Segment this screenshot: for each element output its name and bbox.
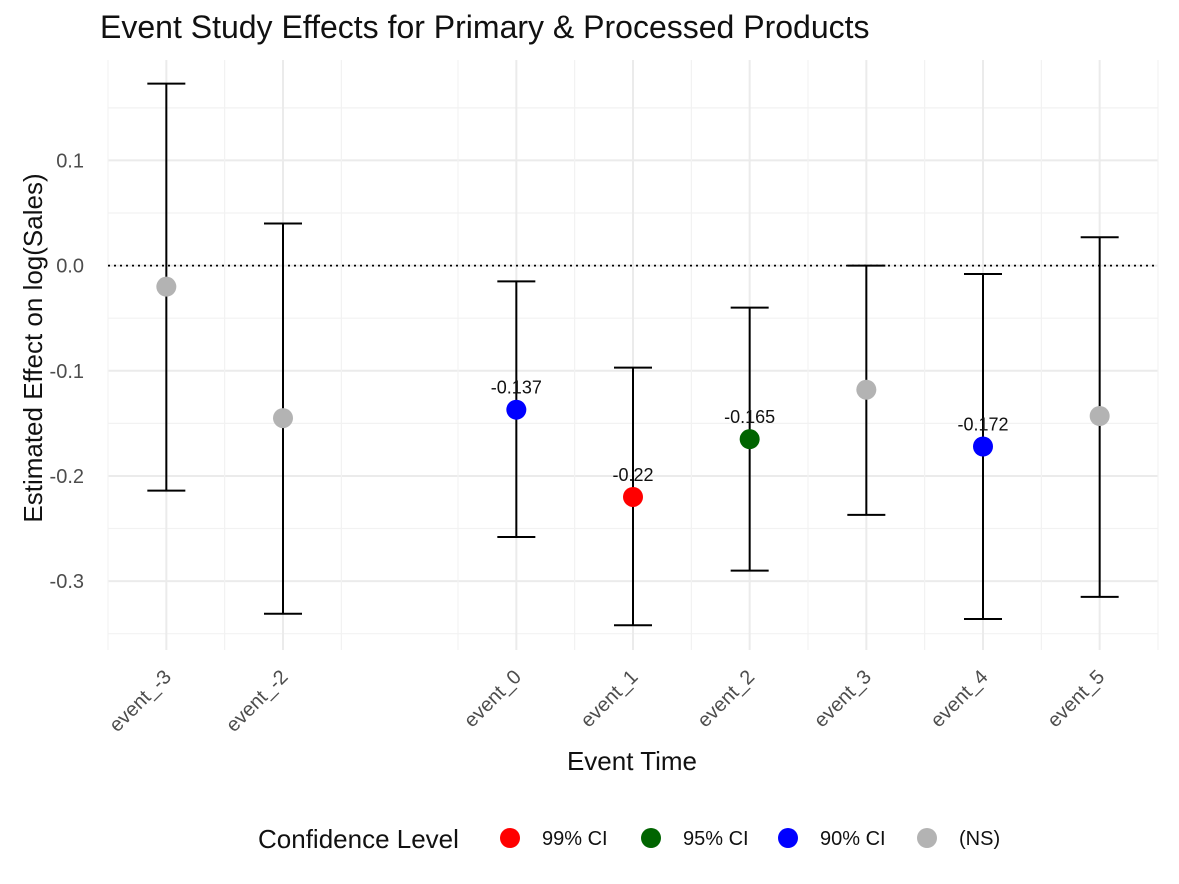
y-axis-title: Estimated Effect on log(Sales): [18, 173, 48, 522]
legend: Confidence Level 99% CI 95% CI 90% CI (NS): [258, 824, 1000, 854]
estimate-point: [739, 429, 760, 450]
legend-label: 90% CI: [820, 828, 886, 850]
estimate-point: [623, 486, 643, 507]
x-tick-label: event_4: [927, 666, 993, 732]
estimate-point: [856, 379, 877, 400]
x-tick-label: event_1: [577, 666, 643, 732]
data-label-layer: -0.137 -0.22 -0.165 -0.172: [491, 378, 1009, 485]
x-tick-label: event_5: [1043, 666, 1109, 732]
legend-swatch: [500, 828, 520, 848]
data-label: -0.137: [491, 378, 542, 398]
legend-label: (NS): [959, 828, 1000, 850]
chart-title: Event Study Effects for Primary & Proces…: [100, 9, 870, 45]
data-label: -0.172: [957, 414, 1008, 434]
y-tick-layer: -0.3 -0.2 -0.1 0.0 0.1: [50, 150, 84, 593]
legend-swatch: [778, 828, 798, 848]
y-tick-label: 0.1: [56, 150, 84, 172]
estimate-point: [506, 399, 527, 420]
legend-item: 95% CI: [641, 828, 749, 850]
legend-swatch: [917, 828, 937, 848]
y-tick-label: 0.0: [56, 256, 84, 278]
legend-item: 90% CI: [778, 828, 886, 850]
y-tick-label: -0.1: [50, 361, 84, 383]
x-tick-layer: event_-3 event_-2 event_0 event_1 event_2 eve…: [105, 666, 1109, 737]
legend-label: 99% CI: [542, 828, 608, 850]
legend-title: Confidence Level: [258, 824, 459, 854]
point-layer: [156, 276, 1110, 507]
x-tick-label: event_-2: [222, 666, 293, 737]
estimate-point: [156, 276, 177, 297]
legend-label: 95% CI: [683, 828, 749, 850]
x-axis-title: Event Time: [567, 746, 697, 776]
data-label: -0.22: [612, 465, 653, 485]
estimate-point: [273, 408, 293, 429]
y-tick-label: -0.3: [50, 571, 84, 593]
estimate-point: [973, 436, 993, 457]
legend-item: 99% CI: [500, 828, 608, 850]
x-tick-label: event_3: [810, 666, 876, 732]
legend-swatch: [641, 828, 661, 848]
y-tick-label: -0.2: [50, 466, 84, 488]
data-label: -0.165: [724, 407, 775, 427]
estimate-point: [1089, 405, 1110, 426]
x-tick-label: event_-3: [105, 666, 176, 737]
legend-item: (NS): [917, 828, 1000, 850]
legend-items: 99% CI 95% CI 90% CI (NS): [500, 828, 1000, 850]
x-tick-label: event_0: [460, 666, 526, 732]
x-tick-label: event_2: [693, 666, 759, 732]
